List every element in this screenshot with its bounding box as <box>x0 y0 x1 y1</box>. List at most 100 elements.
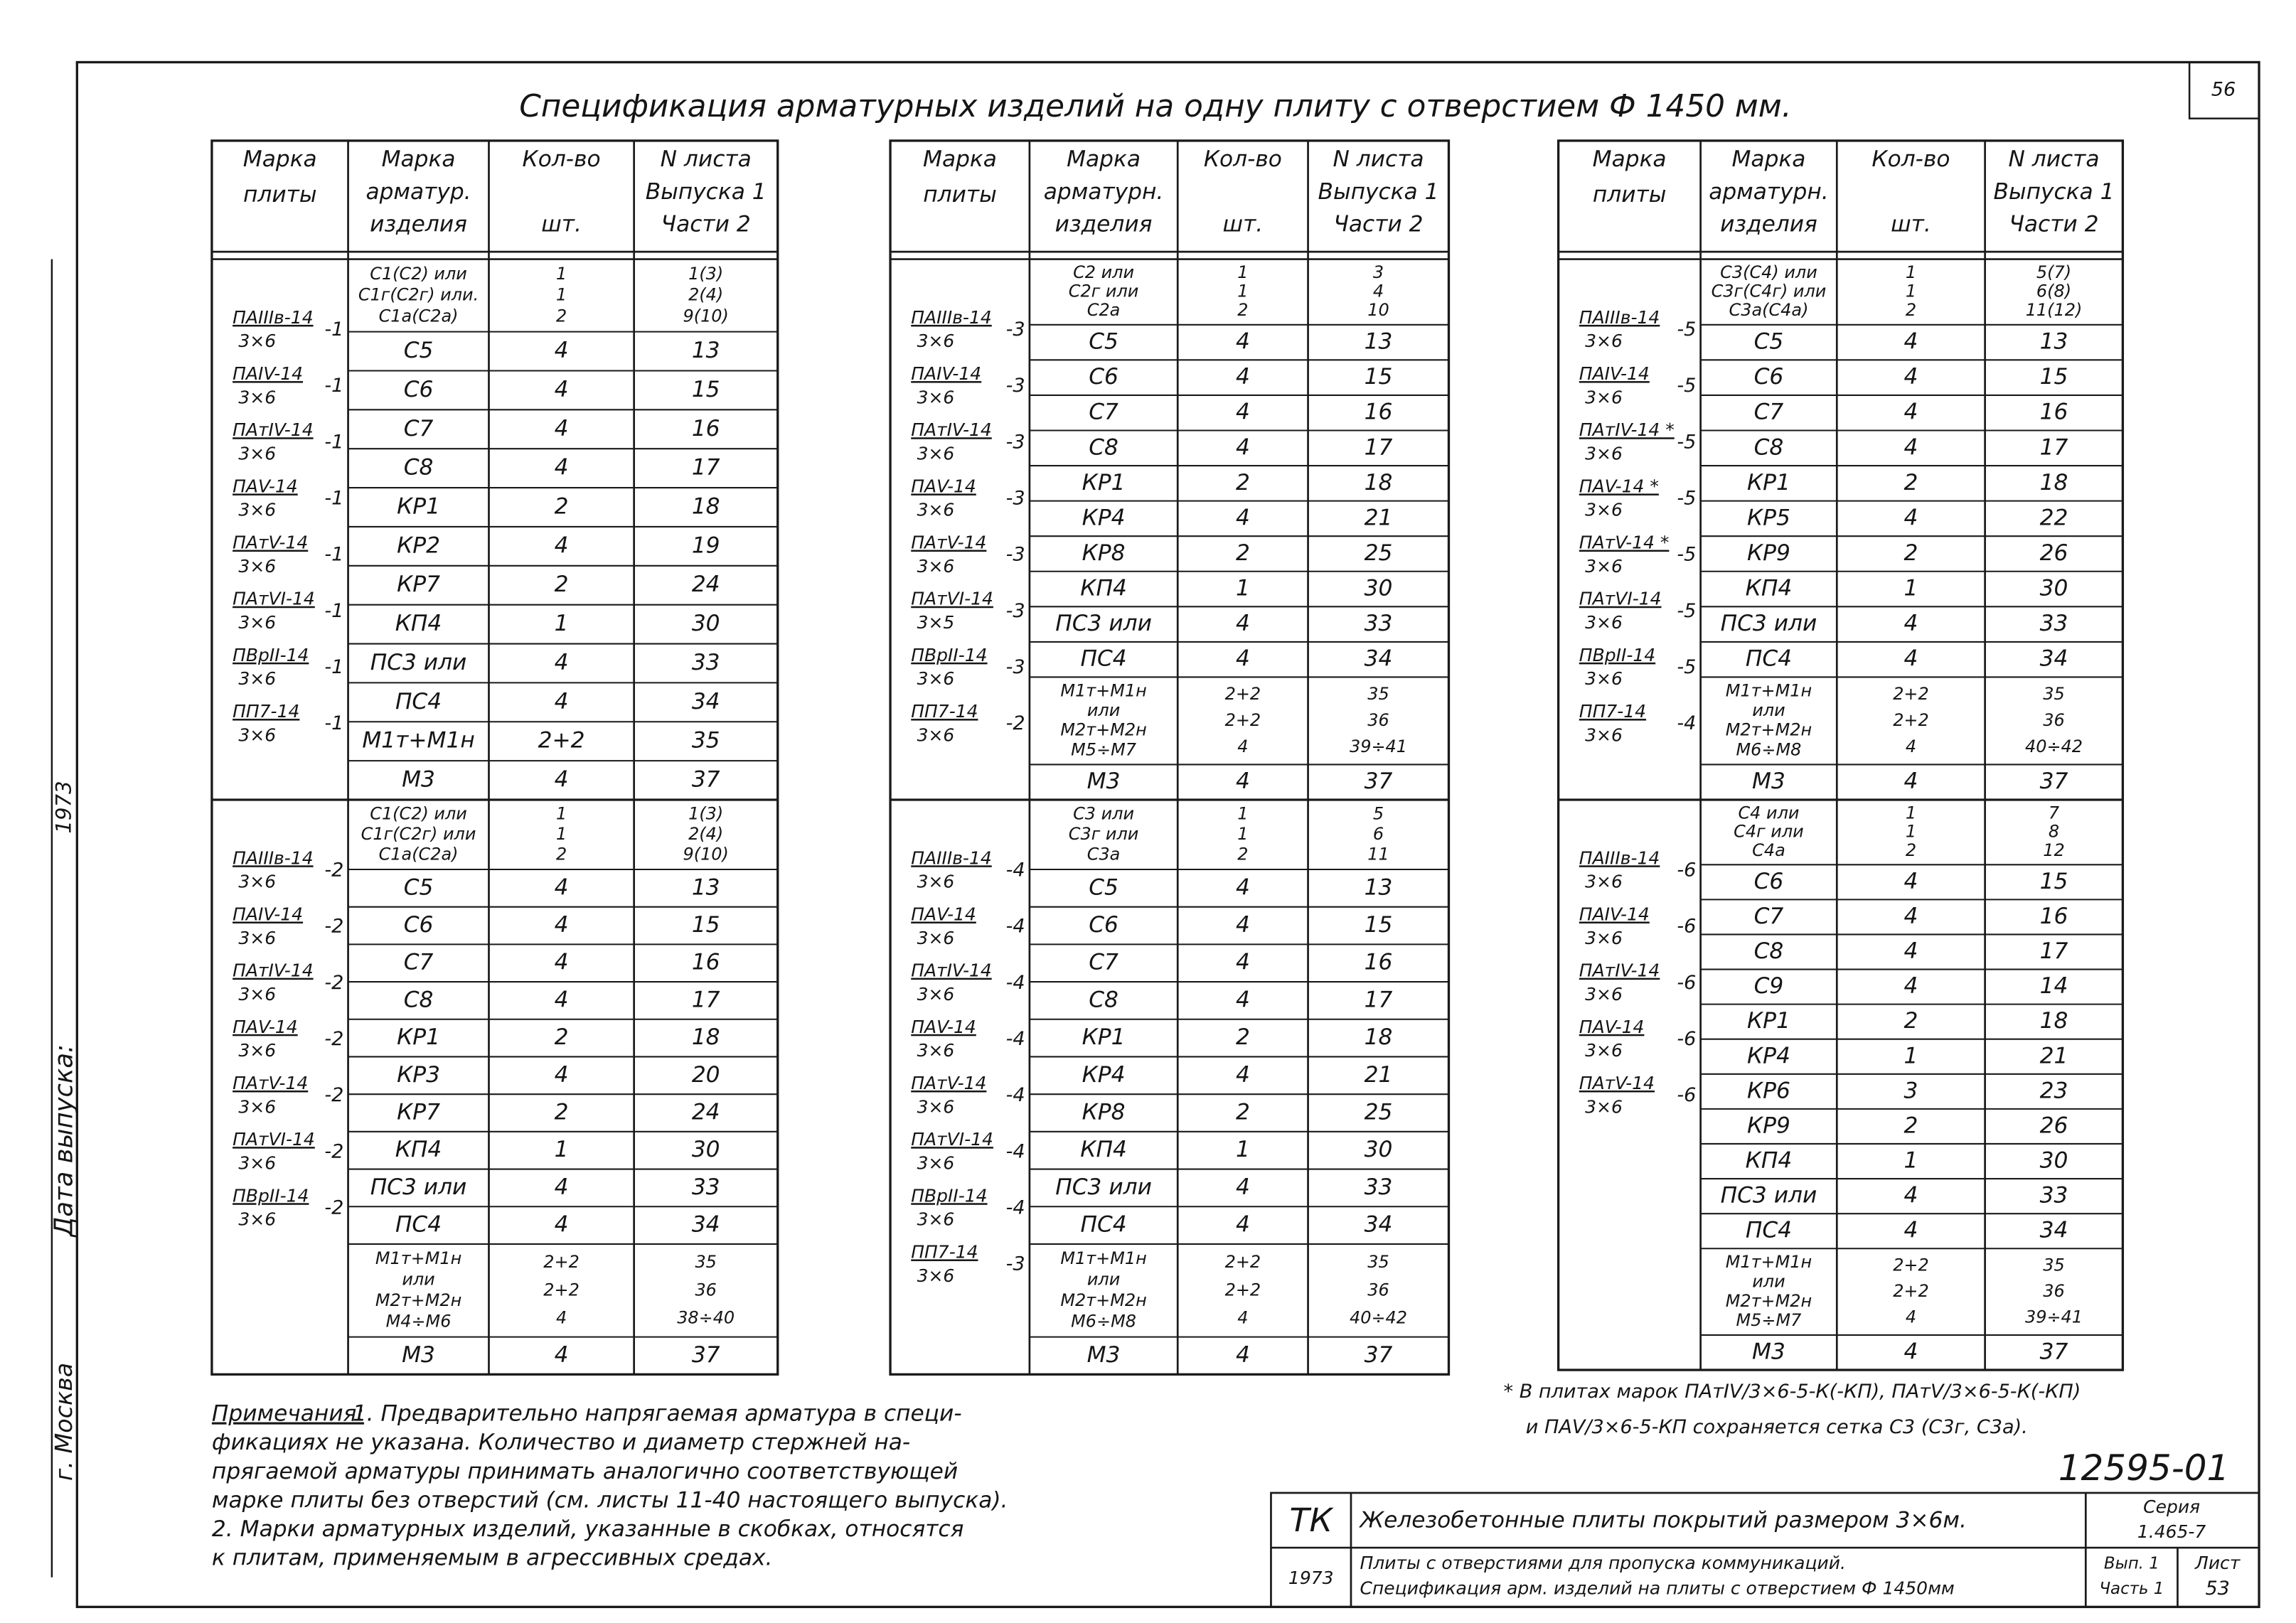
plate-mark: ПАтIV-14 <box>233 960 314 981</box>
header-cell: Марка <box>382 146 456 172</box>
cell-line: М5÷М7 <box>1071 739 1136 759</box>
plate-mark: ПП7-14 <box>233 701 299 722</box>
plate-suffix: -1 <box>324 656 343 678</box>
cell: 33 <box>2040 611 2068 636</box>
cell-line: 35 <box>1367 684 1389 704</box>
cell: ПС4 <box>1080 1212 1126 1238</box>
cell: КП4 <box>1080 576 1127 601</box>
plate-suffix: -1 <box>324 318 343 341</box>
title-block <box>1270 1491 2260 1608</box>
plate-mark: ПАIIIв-14 <box>911 307 992 328</box>
header-cell: Выпуска 1 <box>646 179 767 205</box>
plate-size: 3×6 <box>238 1096 276 1117</box>
header-cell: шт. <box>1223 212 1264 237</box>
cell: С6 <box>1089 364 1118 390</box>
part: Часть 1 <box>2099 1580 2164 1598</box>
cell-line: 1 <box>1237 282 1248 301</box>
cell: 34 <box>1365 646 1393 672</box>
plate-mark: ПВрII-14 <box>1579 645 1655 665</box>
cell-line: 36 <box>2043 710 2064 730</box>
cell-line: 8 <box>2049 822 2059 842</box>
cell-line: 2+2 <box>1893 1255 1929 1275</box>
cell-line: 4 <box>1373 282 1384 301</box>
plate-suffix: -2 <box>324 859 343 881</box>
cell-line: С3а(С4а) <box>1729 300 1809 320</box>
plate-mark: ПАтVI-14 <box>233 1129 315 1150</box>
cell: 2 <box>1236 540 1250 566</box>
plate-size: 3×6 <box>1585 331 1623 351</box>
cell: 34 <box>1365 1212 1393 1238</box>
cell: С8 <box>1089 434 1118 460</box>
cell-line: 10 <box>1367 300 1389 320</box>
cell: 4 <box>1904 869 1918 894</box>
header-cell: Части 2 <box>2009 212 2098 237</box>
plate-size: 3×6 <box>917 387 955 407</box>
cell: КП4 <box>395 611 442 636</box>
cell: 1 <box>555 1137 569 1162</box>
cell: 4 <box>555 874 569 900</box>
cell-line: 35 <box>695 1252 716 1272</box>
plate-size: 3×6 <box>238 928 276 948</box>
cell: ПС4 <box>395 689 442 714</box>
header-cell: Выпуска 1 <box>1994 179 2115 205</box>
cell: ПС3 или <box>1055 1174 1152 1200</box>
plate-suffix: -4 <box>1006 916 1025 938</box>
cell: 30 <box>1365 1137 1393 1162</box>
header-cell: плиты <box>923 182 997 208</box>
cell-line: М5÷М7 <box>1736 1310 1802 1330</box>
cell-line: 2 <box>1906 840 1916 860</box>
cell-line: 2 <box>556 844 567 864</box>
cell: 4 <box>1904 400 1918 425</box>
cell-line: М1т+М1н <box>1726 1252 1812 1272</box>
cell: С8 <box>1089 987 1118 1012</box>
plate-suffix: -4 <box>1006 1028 1025 1050</box>
plate-mark: ПАIIIв-14 <box>1579 847 1660 868</box>
plate-size: 3×6 <box>917 1152 955 1173</box>
cell: 13 <box>1365 329 1393 355</box>
plate-mark: ПАтIV-14 * <box>1579 419 1675 440</box>
note-line: 1. Предварительно напрягаемая арматура в… <box>353 1401 962 1427</box>
cell-line: 2 <box>1237 844 1248 864</box>
cell: 4 <box>1904 938 1918 964</box>
cell: С6 <box>404 377 434 402</box>
cell: 4 <box>555 455 569 481</box>
cell-line: С3г или <box>1069 824 1139 844</box>
plate-suffix: -6 <box>1677 972 1696 994</box>
cell: 22 <box>2040 505 2068 530</box>
cell: 4 <box>1236 1212 1250 1238</box>
cell: С5 <box>404 874 434 900</box>
plate-size: 3×6 <box>1585 1040 1623 1061</box>
plate-size: 3×6 <box>1585 612 1623 633</box>
cell: 13 <box>692 338 720 363</box>
cell-line: С3а <box>1087 844 1121 864</box>
cell-line: 2+2 <box>543 1252 580 1272</box>
cell: 30 <box>2040 1148 2068 1174</box>
plate-size: 3×6 <box>1585 984 1623 1005</box>
cell: КР2 <box>397 532 440 558</box>
plate-mark: ПВрII-14 <box>911 1185 987 1206</box>
cell: КП4 <box>1080 1137 1127 1162</box>
stamp-frame <box>1270 1491 2260 1608</box>
cell: КП4 <box>395 1137 442 1162</box>
cell-line: или <box>1087 700 1120 720</box>
plate-suffix: -2 <box>324 972 343 994</box>
cell: 25 <box>1365 540 1393 566</box>
table-frame <box>889 139 1451 1376</box>
cell: ПС3 или <box>1055 611 1152 636</box>
cell: 18 <box>2040 1008 2068 1034</box>
cell: М3 <box>402 767 435 793</box>
cell: 4 <box>1904 768 1918 794</box>
cell-line: 1 <box>1237 824 1248 844</box>
plate-mark: ПАV-14 <box>911 1017 976 1037</box>
cell: 37 <box>692 1342 720 1368</box>
plate-mark: ПАIIIв-14 <box>1579 307 1660 328</box>
plate-size: 3×6 <box>238 331 276 351</box>
cell: М3 <box>1752 1339 1785 1365</box>
plate-size: 3×6 <box>238 1209 276 1230</box>
cell: С7 <box>1089 950 1118 975</box>
cell-line: 1 <box>1906 822 1916 842</box>
header-cell: N листа <box>2008 146 2099 172</box>
cell: КР8 <box>1082 540 1126 566</box>
plate-mark: ПАтV-14 <box>1579 1073 1655 1093</box>
cell-line: 9(10) <box>683 844 729 864</box>
